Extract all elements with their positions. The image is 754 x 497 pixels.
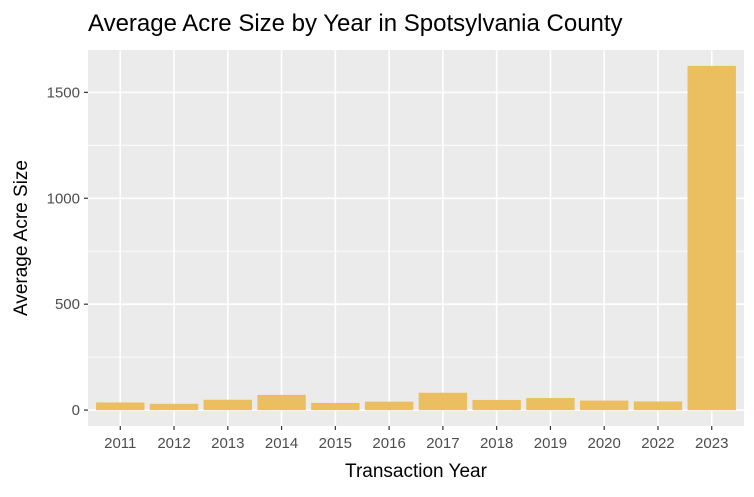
y-axis-title: Average Acre Size <box>11 160 32 316</box>
x-tick-label: 2015 <box>319 435 352 452</box>
x-tick-label: 2017 <box>426 435 459 452</box>
x-tick-label: 2019 <box>534 435 567 452</box>
bar <box>149 403 199 411</box>
bar <box>472 399 521 411</box>
bar <box>311 402 360 411</box>
y-tick-label: 1000 <box>47 190 80 207</box>
bar <box>418 392 468 411</box>
y-tick-label: 500 <box>55 296 80 313</box>
bar <box>687 65 736 411</box>
bar <box>633 401 683 411</box>
bar <box>364 401 414 411</box>
x-tick-label: 2023 <box>695 435 728 452</box>
bar <box>526 398 575 411</box>
bar <box>96 402 145 411</box>
chart-title: Average Acre Size by Year in Spotsylvani… <box>88 10 623 37</box>
bar <box>580 400 629 411</box>
plot-panel <box>88 50 744 426</box>
x-tick-label: 2012 <box>157 435 190 452</box>
x-tick-label: 2014 <box>265 435 298 452</box>
bar <box>203 399 252 411</box>
y-tick-label: 0 <box>72 402 80 419</box>
x-tick-label: 2020 <box>588 435 621 452</box>
x-tick-label: 2018 <box>480 435 513 452</box>
bar <box>257 394 306 411</box>
axis-ticks <box>84 91 713 430</box>
x-tick-label: 2016 <box>372 435 405 452</box>
grid-lines <box>88 50 744 426</box>
bars <box>96 65 736 411</box>
x-tick-label: 2013 <box>211 435 244 452</box>
tick-labels: 0 500 1000 1500 2011 2012 2013 2014 2015 2016 2017… <box>47 84 729 452</box>
x-axis-title: Transaction Year <box>345 461 488 482</box>
x-tick-label: 2022 <box>641 435 674 452</box>
x-tick-label: 2011 <box>104 435 136 452</box>
y-tick-label: 1500 <box>47 84 80 101</box>
